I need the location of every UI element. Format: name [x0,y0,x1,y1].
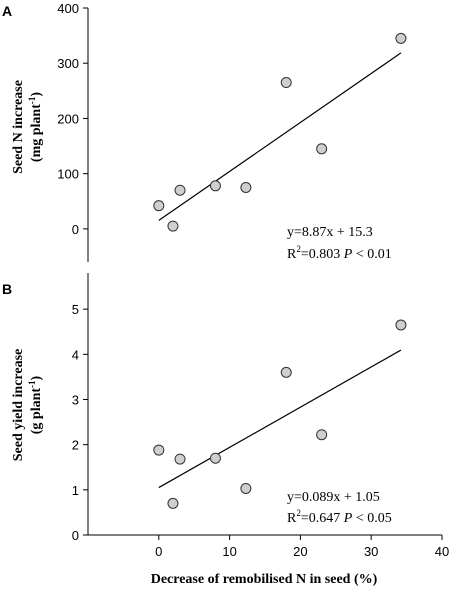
panel-b-letter: B [2,281,12,297]
panel-a-regression-line [158,52,402,221]
panel-a-y-unit-suffix: ) [29,92,44,97]
panel-a-y-tick-label: 200 [57,111,79,126]
panel-a-marks [153,32,407,232]
panel-b-r2-prefix: R [287,511,297,526]
panel-b-x-tick-label: 30 [364,544,378,559]
panel-a-scatter-plot: A Seed N increase (mg plant-1) 0 100 200 30… [2,1,407,262]
panel-b-regression-line [158,349,402,489]
panel-b-axes: 0 1 2 3 4 5 0 10 20 30 40 [72,273,449,559]
panel-a-y-axis-title-line1: Seed N increase [11,80,26,174]
panel-b-p-text: < 0.05 [352,511,391,526]
panel-b-y-tick-label: 0 [72,528,79,543]
panel-a-p-text: < 0.01 [352,247,391,262]
panel-a-data-point [153,200,165,212]
panel-b-y-tick-label: 2 [72,438,79,453]
panel-b-y-axis-title-line1: Seed yield increase [11,349,26,462]
panel-a-y-tick-label: 100 [57,167,79,182]
panel-a-letter: A [2,3,12,19]
panel-a-data-point [174,184,186,196]
panel-a-y-axis-title-line2: (mg plant-1) [27,92,44,162]
panel-b-x-tick-label: 20 [293,544,307,559]
panel-a-r2-value: =0.803 [301,247,344,262]
panel-b-x-tick-label: 0 [155,544,162,559]
panel-a-y-tick-label: 400 [57,1,79,16]
panel-a-data-point [209,180,221,192]
panel-b-y-unit-sup: -1 [27,380,37,388]
panel-b-data-point [395,319,407,331]
panel-b-y-tick-label: 5 [72,302,79,317]
panel-b-data-point [174,453,186,465]
panel-b-p-symbol: P [343,511,353,526]
panel-a-r2-stat: R2=0.803 P < 0.01 [287,244,392,262]
panel-b-x-tick-label: 40 [435,544,449,559]
panel-a-data-point [395,32,407,44]
x-axis-title: Decrease of remobilised N in seed (%) [151,572,378,587]
panel-a-y-tick-label: 300 [57,56,79,71]
panel-b-y-tick-label: 4 [72,347,79,362]
panel-b-y-tick-label: 3 [72,392,79,407]
panel-b-data-point [153,444,165,456]
panel-b-scatter-plot: B Seed yield increase (g plant-1) 0 1 2 3 4 5… [2,273,449,587]
panel-a-p-symbol: P [343,247,353,262]
panel-b-equation: y=0.089x + 1.05 [287,490,380,505]
panel-a-data-point [167,220,179,232]
panel-b-data-point [240,482,252,494]
panel-a-data-point [316,143,328,155]
panel-a-r2-prefix: R [287,247,297,262]
panel-b-y-axis-title-line2: (g plant-1) [27,375,44,434]
panel-a-axes: 0 100 200 300 400 [57,1,89,262]
panel-b-r2-value: =0.647 [301,511,344,526]
panel-b-data-point [167,497,179,509]
panel-b-r2-sup: 2 [296,508,301,518]
panel-a-equation: y=8.87x + 15.3 [287,225,373,240]
panel-b-y-unit-prefix: (g plant [29,388,44,435]
panel-b-x-tick-label: 10 [222,544,236,559]
panel-b-data-point [209,452,221,464]
panel-a-y-unit-sup: -1 [27,96,37,104]
panel-a-y-tick-label: 0 [72,222,79,237]
panel-a-r2-sup: 2 [296,244,301,254]
panel-b-data-point [316,429,328,441]
panel-a-y-unit-prefix: (mg plant [29,104,44,162]
panel-b-marks [153,319,407,509]
panel-b-y-unit-suffix: ) [29,375,44,380]
panel-a-data-point [280,77,292,89]
panel-a-data-point [240,181,252,193]
panel-b-y-tick-label: 1 [72,483,79,498]
panel-b-r2-stat: R2=0.647 P < 0.05 [287,508,392,526]
panel-b-data-point [280,366,292,378]
